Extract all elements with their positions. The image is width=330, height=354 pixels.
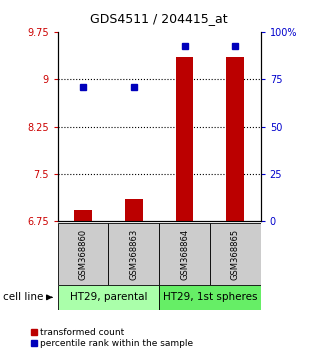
Bar [58, 285, 159, 310]
Bar [226, 57, 244, 221]
Text: cell line: cell line [3, 292, 44, 302]
Bar [125, 199, 143, 221]
Text: GSM368860: GSM368860 [79, 228, 88, 280]
Legend: transformed count, percentile rank within the sample: transformed count, percentile rank withi… [31, 328, 193, 348]
Text: GSM368864: GSM368864 [180, 228, 189, 280]
Bar [109, 223, 159, 285]
Text: GDS4511 / 204415_at: GDS4511 / 204415_at [90, 12, 228, 25]
Bar [74, 210, 92, 221]
Bar [58, 223, 109, 285]
Bar [159, 285, 261, 310]
Text: HT29, parental: HT29, parental [70, 292, 147, 302]
Text: GSM368863: GSM368863 [129, 228, 138, 280]
Bar [210, 223, 261, 285]
Bar [159, 223, 210, 285]
Text: GSM368865: GSM368865 [231, 228, 240, 280]
Bar [176, 57, 193, 221]
Text: HT29, 1st spheres: HT29, 1st spheres [163, 292, 257, 302]
